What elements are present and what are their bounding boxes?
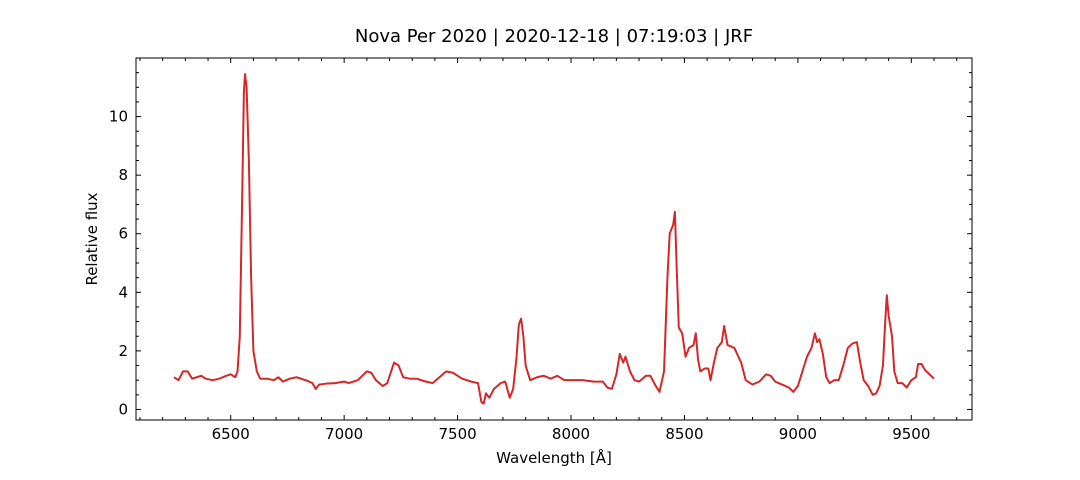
- x-tick-label: 7000: [325, 425, 363, 443]
- x-tick-label: 9500: [892, 425, 930, 443]
- plot-frame: [135, 57, 973, 421]
- y-tick-label: 2: [118, 342, 128, 360]
- y-axis-label: Relative flux: [83, 192, 101, 285]
- y-tick-label: 6: [118, 225, 128, 243]
- y-tick-label: 4: [118, 283, 128, 301]
- y-tick-label: 10: [109, 108, 128, 126]
- x-axis-label: Wavelength [Å]: [496, 448, 612, 467]
- spectrum-line: [173, 73, 935, 405]
- x-tick-label: 7500: [438, 425, 476, 443]
- x-tick-label: 9000: [779, 425, 817, 443]
- x-tick-label: 6500: [212, 425, 250, 443]
- y-tick-label: 8: [118, 166, 128, 184]
- x-tick-label: 8500: [665, 425, 703, 443]
- y-tick-label: 0: [118, 400, 128, 418]
- chart-title: Nova Per 2020 | 2020-12-18 | 07:19:03 | …: [355, 26, 753, 47]
- x-tick-label: 8000: [552, 425, 590, 443]
